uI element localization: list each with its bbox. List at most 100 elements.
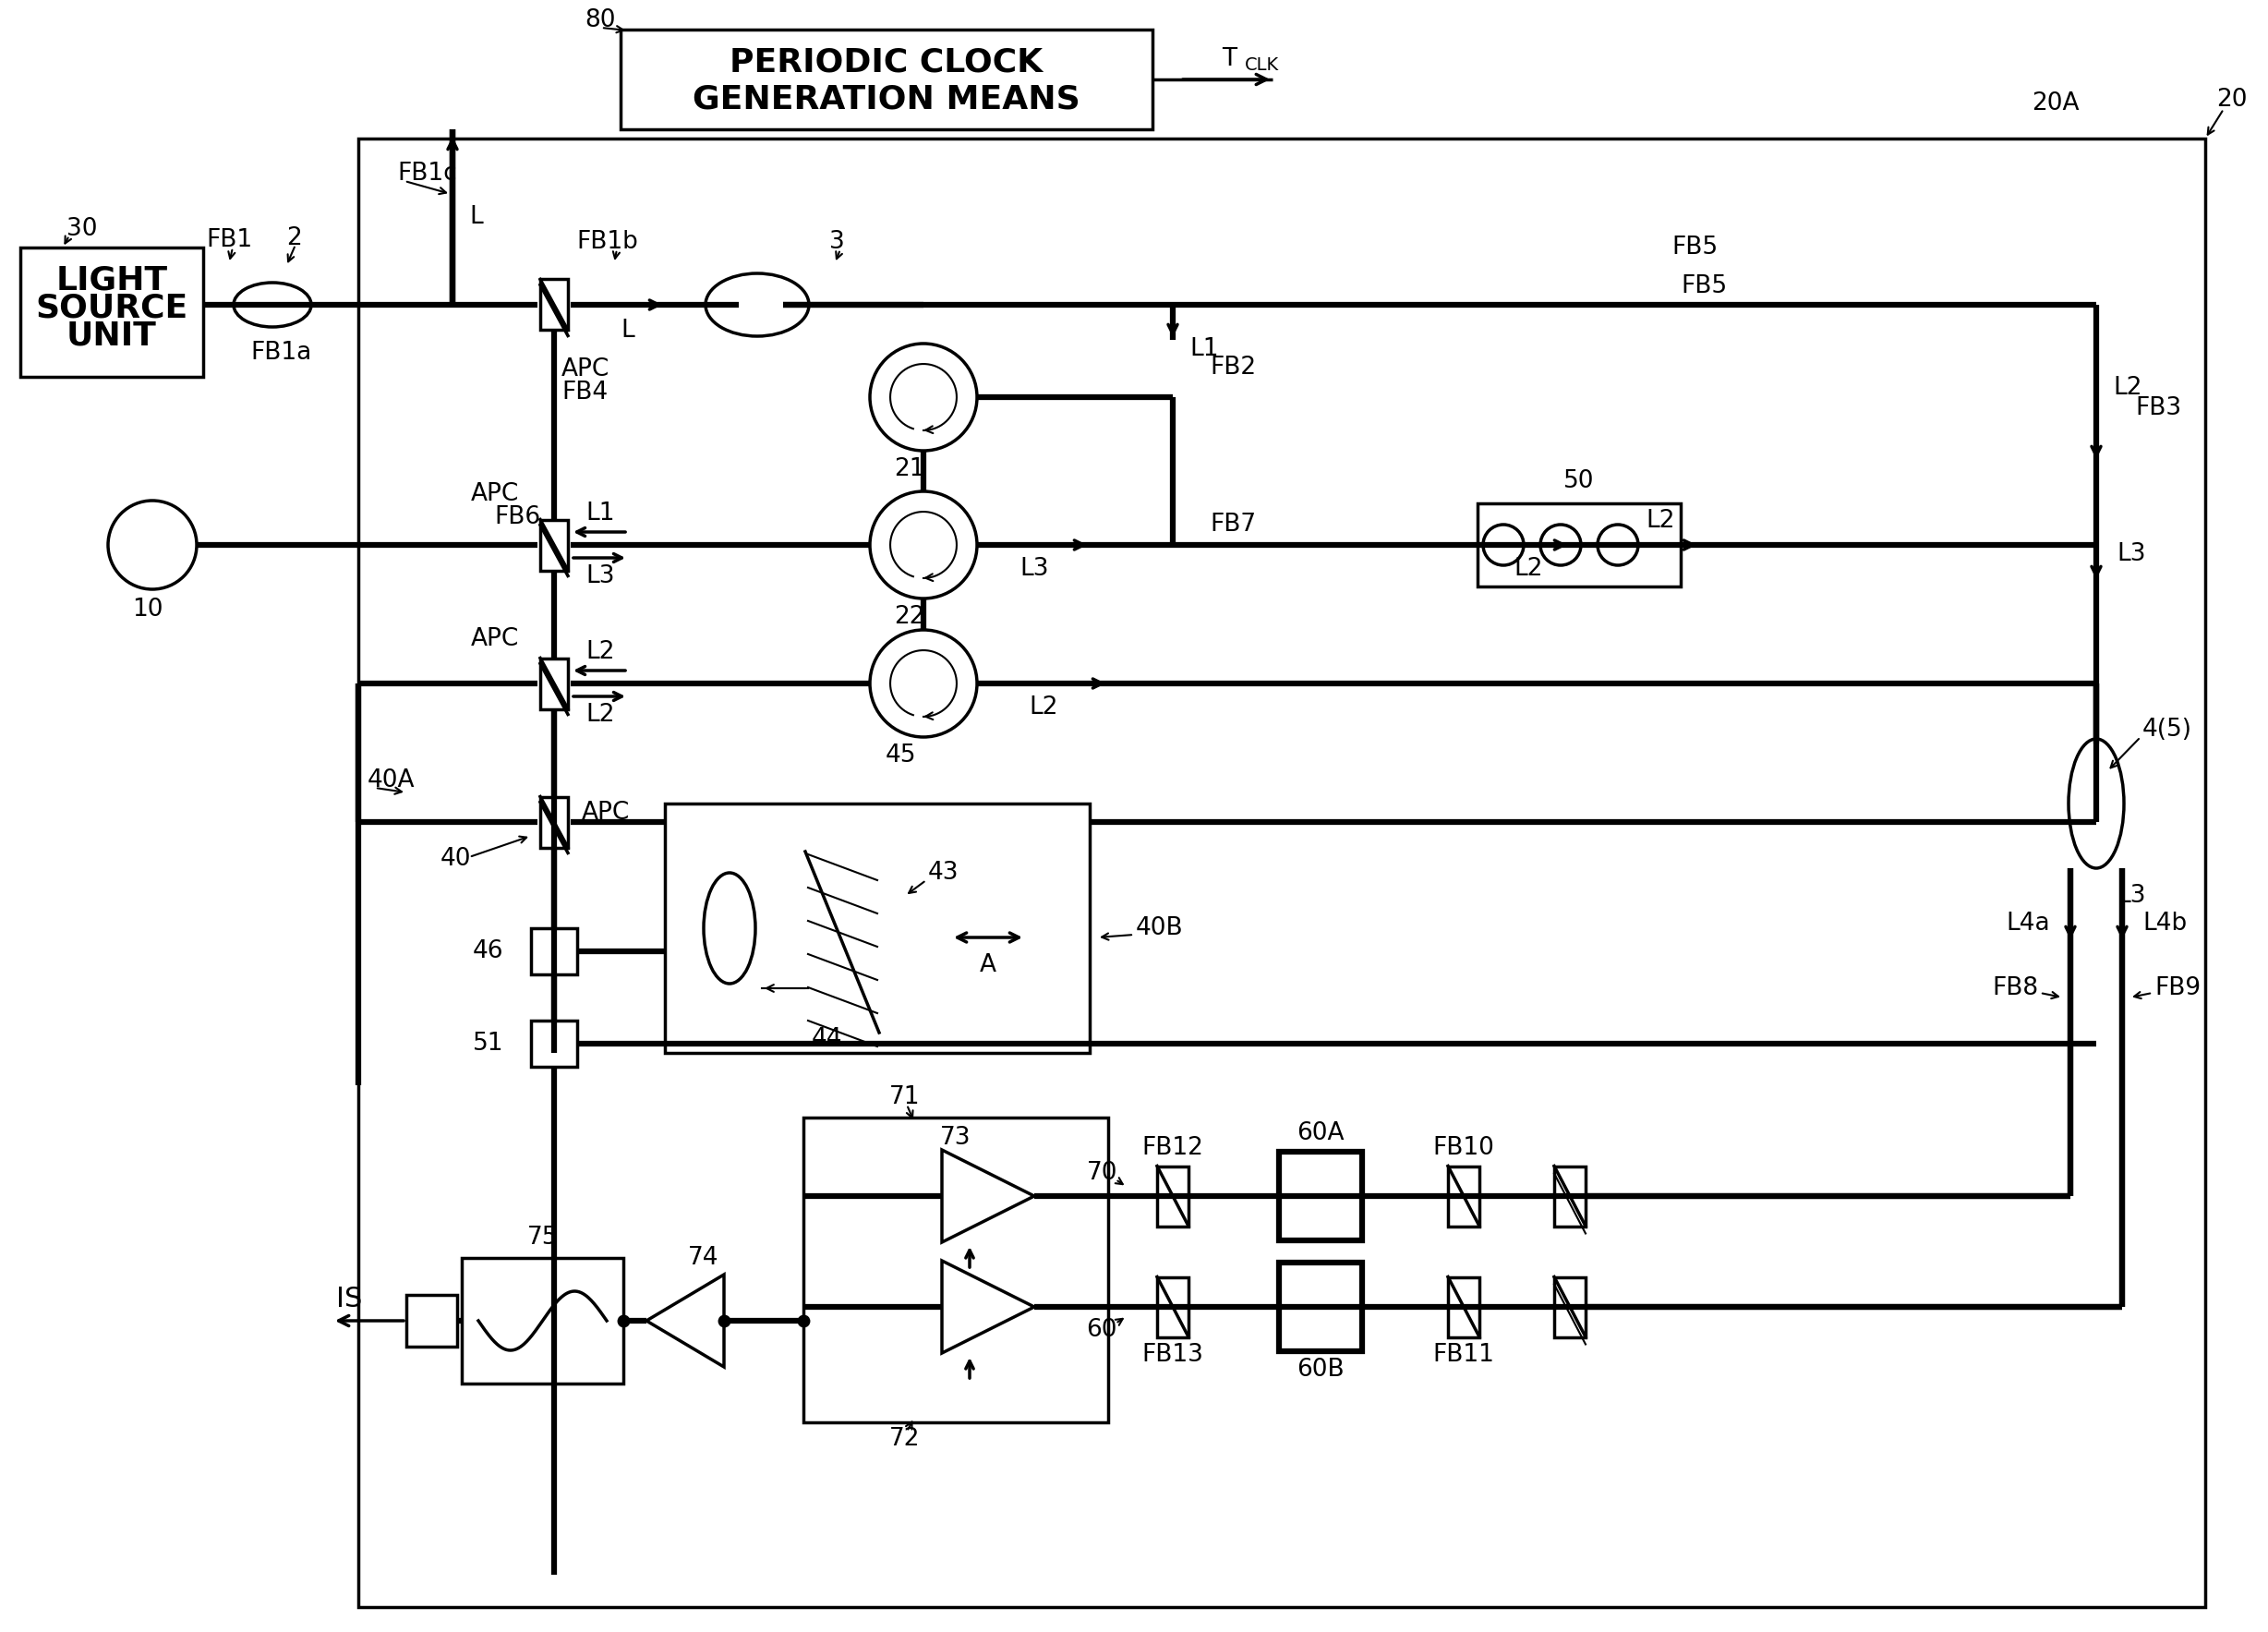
Bar [1447,1165,1479,1226]
Text: IS: IS [336,1284,363,1312]
Text: L3: L3 [2116,542,2146,566]
Bar [463,1258,624,1384]
Text: L2: L2 [1030,695,1059,720]
Text: L: L [621,318,635,343]
Text: 40: 40 [440,847,472,871]
Bar [406,1294,458,1346]
Text: 20A: 20A [2032,91,2080,116]
Text: 30: 30 [66,217,98,242]
Text: L3: L3 [2116,885,2146,907]
Bar [1157,1165,1188,1226]
Text: L4a: L4a [2007,912,2050,935]
Circle shape [871,491,978,599]
Text: FB9: FB9 [2155,976,2200,1000]
Text: 50: 50 [1563,468,1594,493]
Text: 71: 71 [889,1085,921,1110]
Bar [358,139,2204,1608]
Text: L3: L3 [1021,557,1048,581]
Circle shape [871,344,978,450]
Text: FB13: FB13 [1141,1343,1204,1368]
Text: FB12: FB12 [1141,1136,1204,1160]
Text: CLK: CLK [1245,55,1279,73]
Ellipse shape [705,274,810,336]
Text: SOURCE: SOURCE [36,292,188,323]
Text: 74: 74 [687,1245,719,1270]
Text: T: T [1222,47,1236,72]
Text: 70: 70 [1086,1160,1118,1185]
Text: FB1b: FB1b [576,230,640,255]
Text: FB5: FB5 [1672,235,1717,259]
Text: FB1: FB1 [206,228,252,251]
Ellipse shape [234,282,311,326]
Text: UNIT: UNIT [66,320,156,351]
Text: L2: L2 [1513,557,1542,581]
Bar [531,929,576,974]
Text: FB1c: FB1c [397,162,456,186]
Text: 21: 21 [894,457,925,481]
Text: APC: APC [562,357,610,382]
Bar [1157,1276,1188,1337]
Text: FB4: FB4 [562,380,608,405]
Text: L1: L1 [1188,338,1218,361]
Text: FB6: FB6 [494,506,540,529]
Text: 22: 22 [894,605,925,628]
Bar [531,1020,576,1067]
Bar [20,248,204,377]
Text: LIGHT: LIGHT [57,264,168,295]
Bar [1554,1276,1585,1337]
Ellipse shape [703,873,755,984]
Text: A: A [980,953,996,978]
Text: L3: L3 [585,565,615,588]
Text: L2: L2 [585,640,615,664]
Text: 43: 43 [928,860,959,885]
Text: FB2: FB2 [1209,356,1256,380]
Text: APC: APC [583,801,631,824]
Ellipse shape [2068,739,2123,868]
Bar [665,803,1089,1053]
Text: FB1a: FB1a [252,341,313,366]
Text: 75: 75 [526,1226,558,1250]
Bar [1279,1263,1363,1351]
Text: 73: 73 [941,1126,971,1151]
Bar [540,796,567,847]
Text: 80: 80 [585,8,615,33]
Text: 2: 2 [286,227,302,250]
Text: FB11: FB11 [1433,1343,1495,1368]
Text: 44: 44 [812,1027,841,1051]
Text: FB8: FB8 [1991,976,2039,1000]
Text: APC: APC [472,481,519,506]
Bar [1476,503,1681,586]
Text: L: L [469,206,483,228]
Bar [540,279,567,330]
Text: FB3: FB3 [2134,397,2182,419]
Bar [1279,1152,1363,1240]
Text: 60B: 60B [1297,1358,1345,1382]
Text: FB5: FB5 [1681,274,1726,299]
Text: 45: 45 [885,744,916,767]
Text: 3: 3 [828,230,844,255]
Text: APC: APC [472,627,519,651]
Text: 40A: 40A [367,769,415,793]
Bar [621,29,1152,129]
Text: 46: 46 [472,940,503,963]
Text: FB10: FB10 [1433,1136,1495,1160]
Bar [540,658,567,708]
Text: L2: L2 [2114,375,2141,400]
Text: L2: L2 [585,703,615,726]
Text: 20: 20 [2216,88,2248,111]
Text: 4(5): 4(5) [2143,718,2193,741]
Text: L4b: L4b [2143,912,2186,935]
Circle shape [1597,524,1637,565]
Text: 40B: 40B [1136,916,1184,940]
Text: FB7: FB7 [1209,512,1256,537]
Bar [540,519,567,570]
Bar [1447,1276,1479,1337]
Circle shape [871,630,978,738]
Text: GENERATION MEANS: GENERATION MEANS [692,83,1080,116]
Circle shape [109,501,197,589]
Circle shape [1483,524,1524,565]
Text: 60: 60 [1086,1319,1118,1342]
Circle shape [1540,524,1581,565]
Text: 72: 72 [889,1426,921,1451]
Bar [1554,1165,1585,1226]
